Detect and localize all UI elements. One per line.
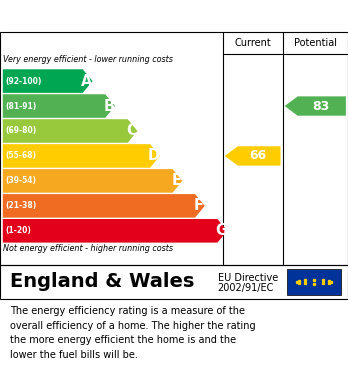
Text: Not energy efficient - higher running costs: Not energy efficient - higher running co… (3, 244, 173, 253)
Polygon shape (3, 169, 182, 193)
Polygon shape (225, 146, 280, 166)
Text: (55-68): (55-68) (5, 151, 36, 160)
Polygon shape (3, 119, 137, 143)
Text: Energy Efficiency Rating: Energy Efficiency Rating (10, 9, 220, 23)
Text: England & Wales: England & Wales (10, 273, 195, 291)
Polygon shape (3, 144, 160, 168)
Text: The energy efficiency rating is a measure of the
overall efficiency of a home. T: The energy efficiency rating is a measur… (10, 307, 256, 360)
Text: (92-100): (92-100) (5, 77, 42, 86)
Text: 2002/91/EC: 2002/91/EC (218, 283, 274, 293)
Text: 83: 83 (312, 100, 329, 113)
Text: A: A (81, 74, 92, 89)
Text: (39-54): (39-54) (5, 176, 36, 185)
Text: C: C (126, 124, 137, 138)
Text: B: B (103, 99, 114, 113)
Text: (21-38): (21-38) (5, 201, 37, 210)
Polygon shape (285, 96, 346, 116)
Text: (69-80): (69-80) (5, 126, 37, 136)
Text: EU Directive: EU Directive (218, 273, 278, 283)
Text: (1-20): (1-20) (5, 226, 31, 235)
Text: G: G (215, 223, 227, 239)
Text: Potential: Potential (294, 38, 337, 48)
Bar (287, 269, 341, 295)
Polygon shape (3, 219, 227, 242)
Text: F: F (194, 198, 204, 213)
Text: (81-91): (81-91) (5, 102, 37, 111)
Polygon shape (3, 94, 115, 118)
Polygon shape (3, 194, 205, 218)
Text: D: D (148, 149, 160, 163)
Text: 66: 66 (249, 149, 267, 162)
Polygon shape (3, 69, 93, 93)
Text: E: E (171, 173, 181, 188)
Text: Current: Current (234, 38, 271, 48)
Text: Very energy efficient - lower running costs: Very energy efficient - lower running co… (3, 55, 173, 64)
